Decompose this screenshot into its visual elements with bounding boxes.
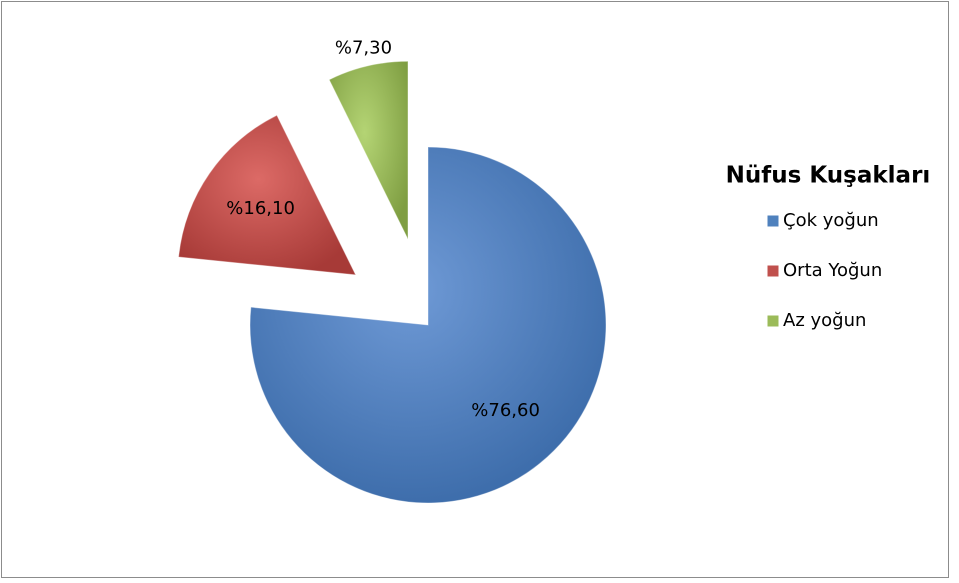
legend-swatch — [766, 264, 780, 278]
legend-label: Az yoğun — [783, 310, 866, 331]
pie-slice — [328, 60, 409, 240]
pie-slice — [249, 146, 607, 504]
legend-swatch — [766, 314, 780, 328]
data-label: %16,10 — [226, 198, 295, 219]
data-label: %76,60 — [471, 400, 540, 421]
legend-label: Orta Yoğun — [783, 260, 882, 281]
legend-title: Nüfus Kuşakları — [726, 163, 931, 189]
legend-label: Çok yoğun — [783, 210, 879, 231]
pie-slice — [178, 114, 357, 276]
data-label: %7,30 — [335, 38, 392, 59]
legend-swatch — [766, 214, 780, 228]
